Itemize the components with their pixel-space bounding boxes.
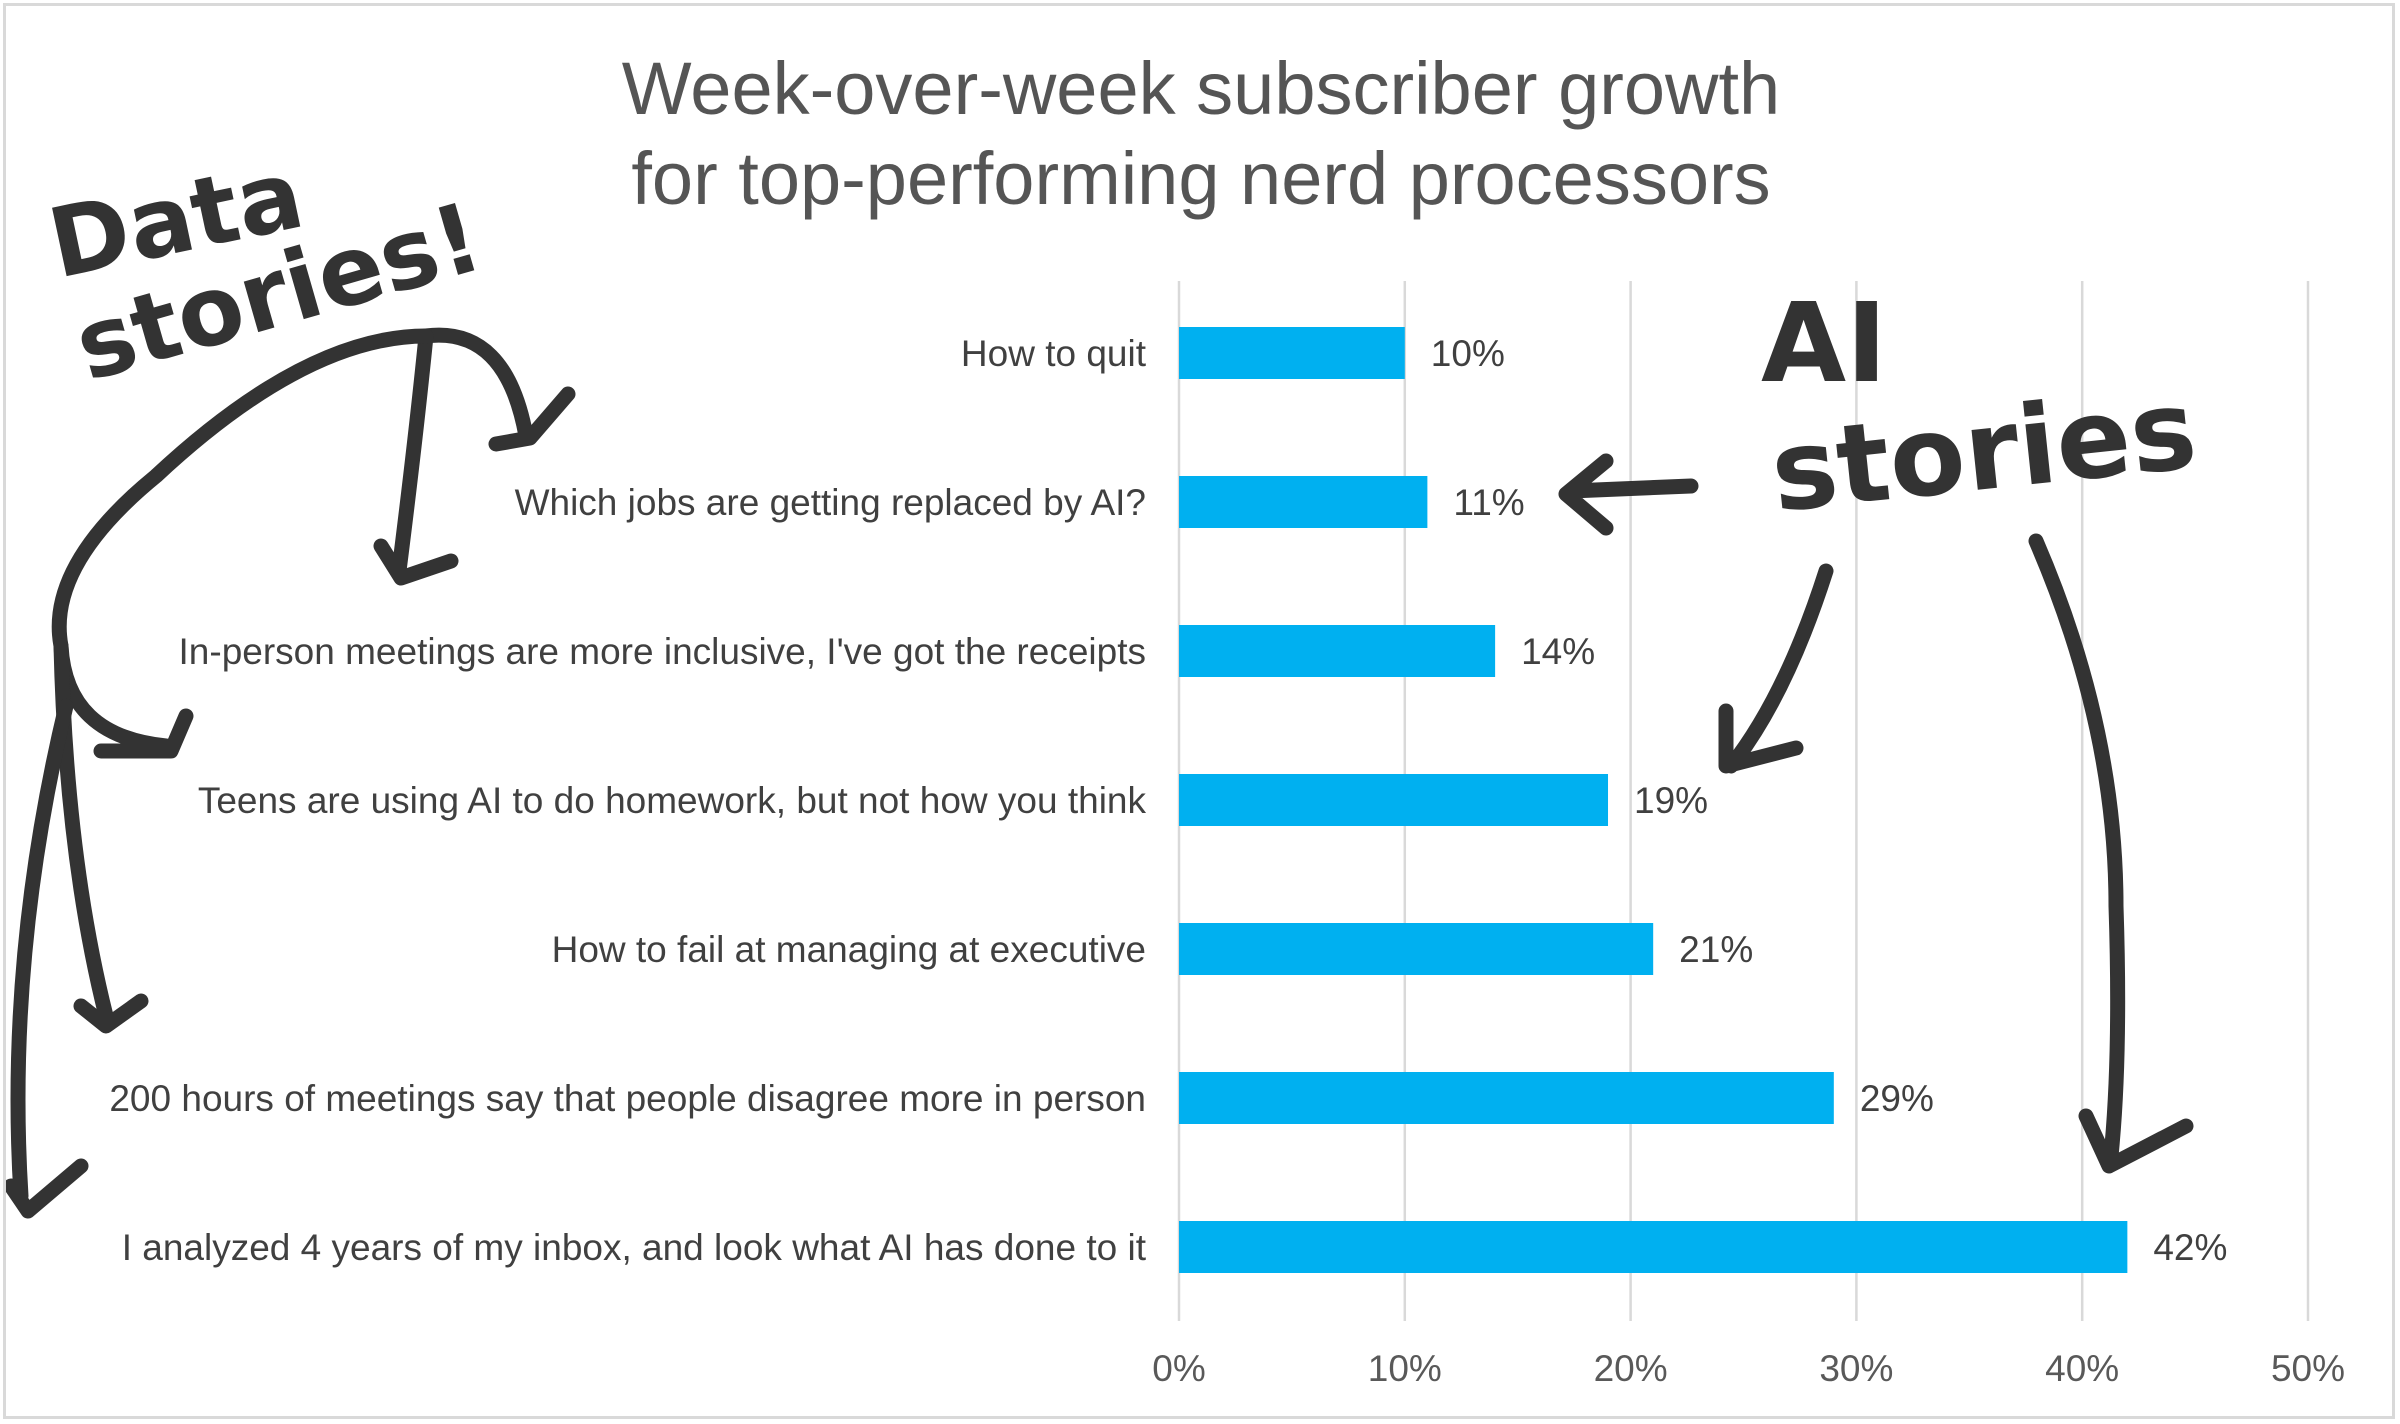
- x-tick-label: 50%: [2271, 1348, 2345, 1389]
- bar: [1179, 625, 1496, 677]
- data-label: 19%: [1634, 780, 1708, 821]
- category-label: Which jobs are getting replaced by AI?: [515, 482, 1146, 523]
- x-tick-label: 0%: [1152, 1348, 1205, 1389]
- hand-arrow-6: [1558, 453, 1699, 536]
- data-label: 21%: [1679, 929, 1753, 970]
- bar: [1179, 774, 1609, 826]
- chart-title: Week-over-week subscriber growth for top…: [622, 47, 1780, 220]
- bar: [1179, 327, 1405, 379]
- hand-arrow-8: [2028, 533, 2194, 1174]
- bar: [1179, 1221, 2128, 1273]
- data-label: 29%: [1860, 1078, 1934, 1119]
- bar: [1179, 1072, 1834, 1124]
- chart-frame: Week-over-week subscriber growth for top…: [3, 3, 2395, 1419]
- chart-title-line-1: Week-over-week subscriber growth: [622, 47, 1780, 130]
- data-label: 10%: [1431, 333, 1505, 374]
- ai-stories-annotation: AI stories: [1558, 279, 2202, 1174]
- x-axis-tick-labels: 0% 10% 20% 30% 40% 50%: [1152, 1348, 2345, 1389]
- bar: [1179, 923, 1654, 975]
- bar-chart: Week-over-week subscriber growth for top…: [6, 47, 2345, 1389]
- category-label: How to fail at managing at executive: [552, 929, 1146, 970]
- hand-arrow-3: [51, 328, 434, 759]
- data-label: 14%: [1521, 631, 1595, 672]
- hand-arrow-1: [418, 327, 576, 452]
- gridlines: [1177, 281, 2310, 1321]
- hand-arrow-2: [373, 328, 459, 586]
- x-tick-label: 40%: [2045, 1348, 2119, 1389]
- x-tick-label: 10%: [1368, 1348, 1442, 1389]
- category-label: How to quit: [961, 333, 1147, 374]
- x-tick-label: 20%: [1594, 1348, 1668, 1389]
- ai-stories-word-1: AI: [1761, 279, 1887, 407]
- hand-arrow-7: [1718, 563, 1834, 774]
- bar: [1179, 476, 1428, 528]
- data-label: 42%: [2153, 1227, 2227, 1268]
- data-label: 11%: [1453, 482, 1524, 523]
- chart-title-line-2: for top-performing nerd processors: [631, 137, 1770, 220]
- category-label: In-person meetings are more inclusive, I…: [179, 631, 1146, 672]
- x-tick-label: 30%: [1819, 1348, 1893, 1389]
- value-labels: 10% 11% 14% 19% 21% 29% 42%: [1431, 333, 2228, 1268]
- category-label: 200 hours of meetings say that people di…: [109, 1078, 1146, 1119]
- category-label: Teens are using AI to do homework, but n…: [198, 780, 1147, 821]
- hand-arrow-5: [6, 698, 89, 1219]
- bars: [1179, 327, 2128, 1273]
- category-labels: How to quit Which jobs are getting replac…: [109, 333, 1146, 1268]
- category-label: I analyzed 4 years of my inbox, and look…: [122, 1227, 1147, 1268]
- data-stories-annotation: Data stories!: [6, 138, 576, 1219]
